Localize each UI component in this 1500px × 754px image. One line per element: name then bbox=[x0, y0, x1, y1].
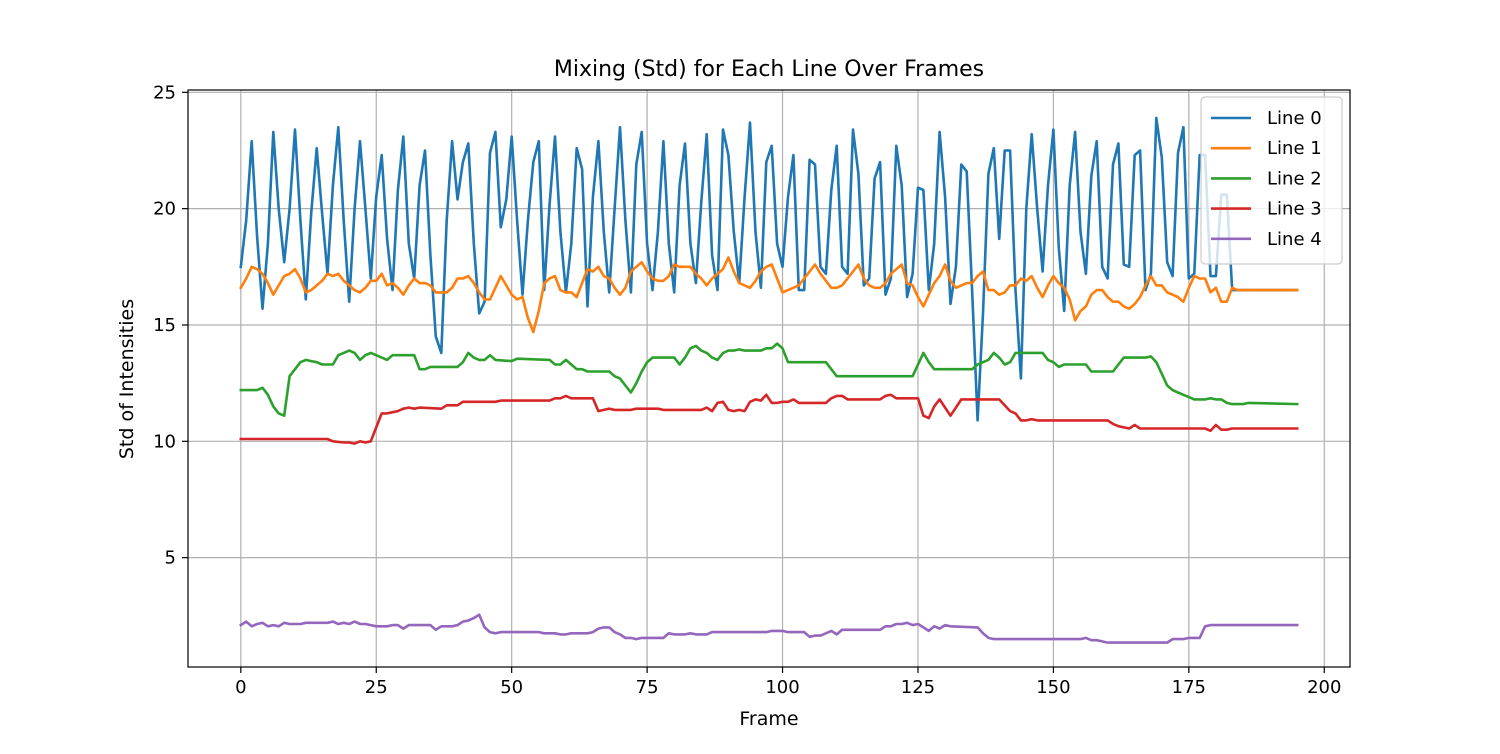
grid bbox=[188, 90, 1350, 667]
x-tick-label: 200 bbox=[1307, 677, 1341, 698]
x-tick-label: 25 bbox=[365, 677, 388, 698]
y-tick-label: 20 bbox=[153, 199, 176, 220]
x-axis-title: Frame bbox=[739, 708, 798, 730]
legend-box bbox=[1200, 96, 1343, 265]
legend-label-2: Line 2 bbox=[1267, 168, 1322, 189]
series-lines bbox=[239, 116, 1299, 644]
plot-frame bbox=[187, 89, 1351, 668]
legend-label-1: Line 1 bbox=[1267, 138, 1322, 159]
y-axis-title: Std of Intensities bbox=[116, 299, 138, 459]
legend-label-0: Line 0 bbox=[1267, 108, 1322, 129]
series-line-2 bbox=[239, 342, 1299, 417]
x-tick-label: 75 bbox=[636, 677, 659, 698]
y-tick-label: 5 bbox=[165, 548, 176, 569]
legend-label-4: Line 4 bbox=[1267, 229, 1322, 250]
x-tick-label: 125 bbox=[901, 677, 935, 698]
series-line-4 bbox=[239, 613, 1299, 644]
x-tick-label: 100 bbox=[765, 677, 799, 698]
axis-ticks: 0 25 50 75 100 125 150 175 200 5 10 15 20 25 bbox=[153, 82, 1341, 698]
y-tick-label: 10 bbox=[153, 431, 176, 452]
legend-label-3: Line 3 bbox=[1267, 199, 1322, 220]
series-line-0 bbox=[239, 116, 1299, 422]
x-tick-label: 0 bbox=[235, 677, 246, 698]
x-tick-label: 175 bbox=[1172, 677, 1206, 698]
series-line-3 bbox=[239, 393, 1299, 445]
series-line-1 bbox=[239, 256, 1299, 334]
x-tick-label: 150 bbox=[1036, 677, 1070, 698]
y-tick-label: 15 bbox=[153, 315, 176, 336]
y-tick-label: 25 bbox=[153, 82, 176, 103]
chart-title: Mixing (Std) for Each Line Over Frames bbox=[554, 57, 984, 82]
x-tick-label: 50 bbox=[500, 677, 523, 698]
legend: Line 0 Line 1 Line 2 Line 3 Line 4 bbox=[1200, 96, 1343, 265]
